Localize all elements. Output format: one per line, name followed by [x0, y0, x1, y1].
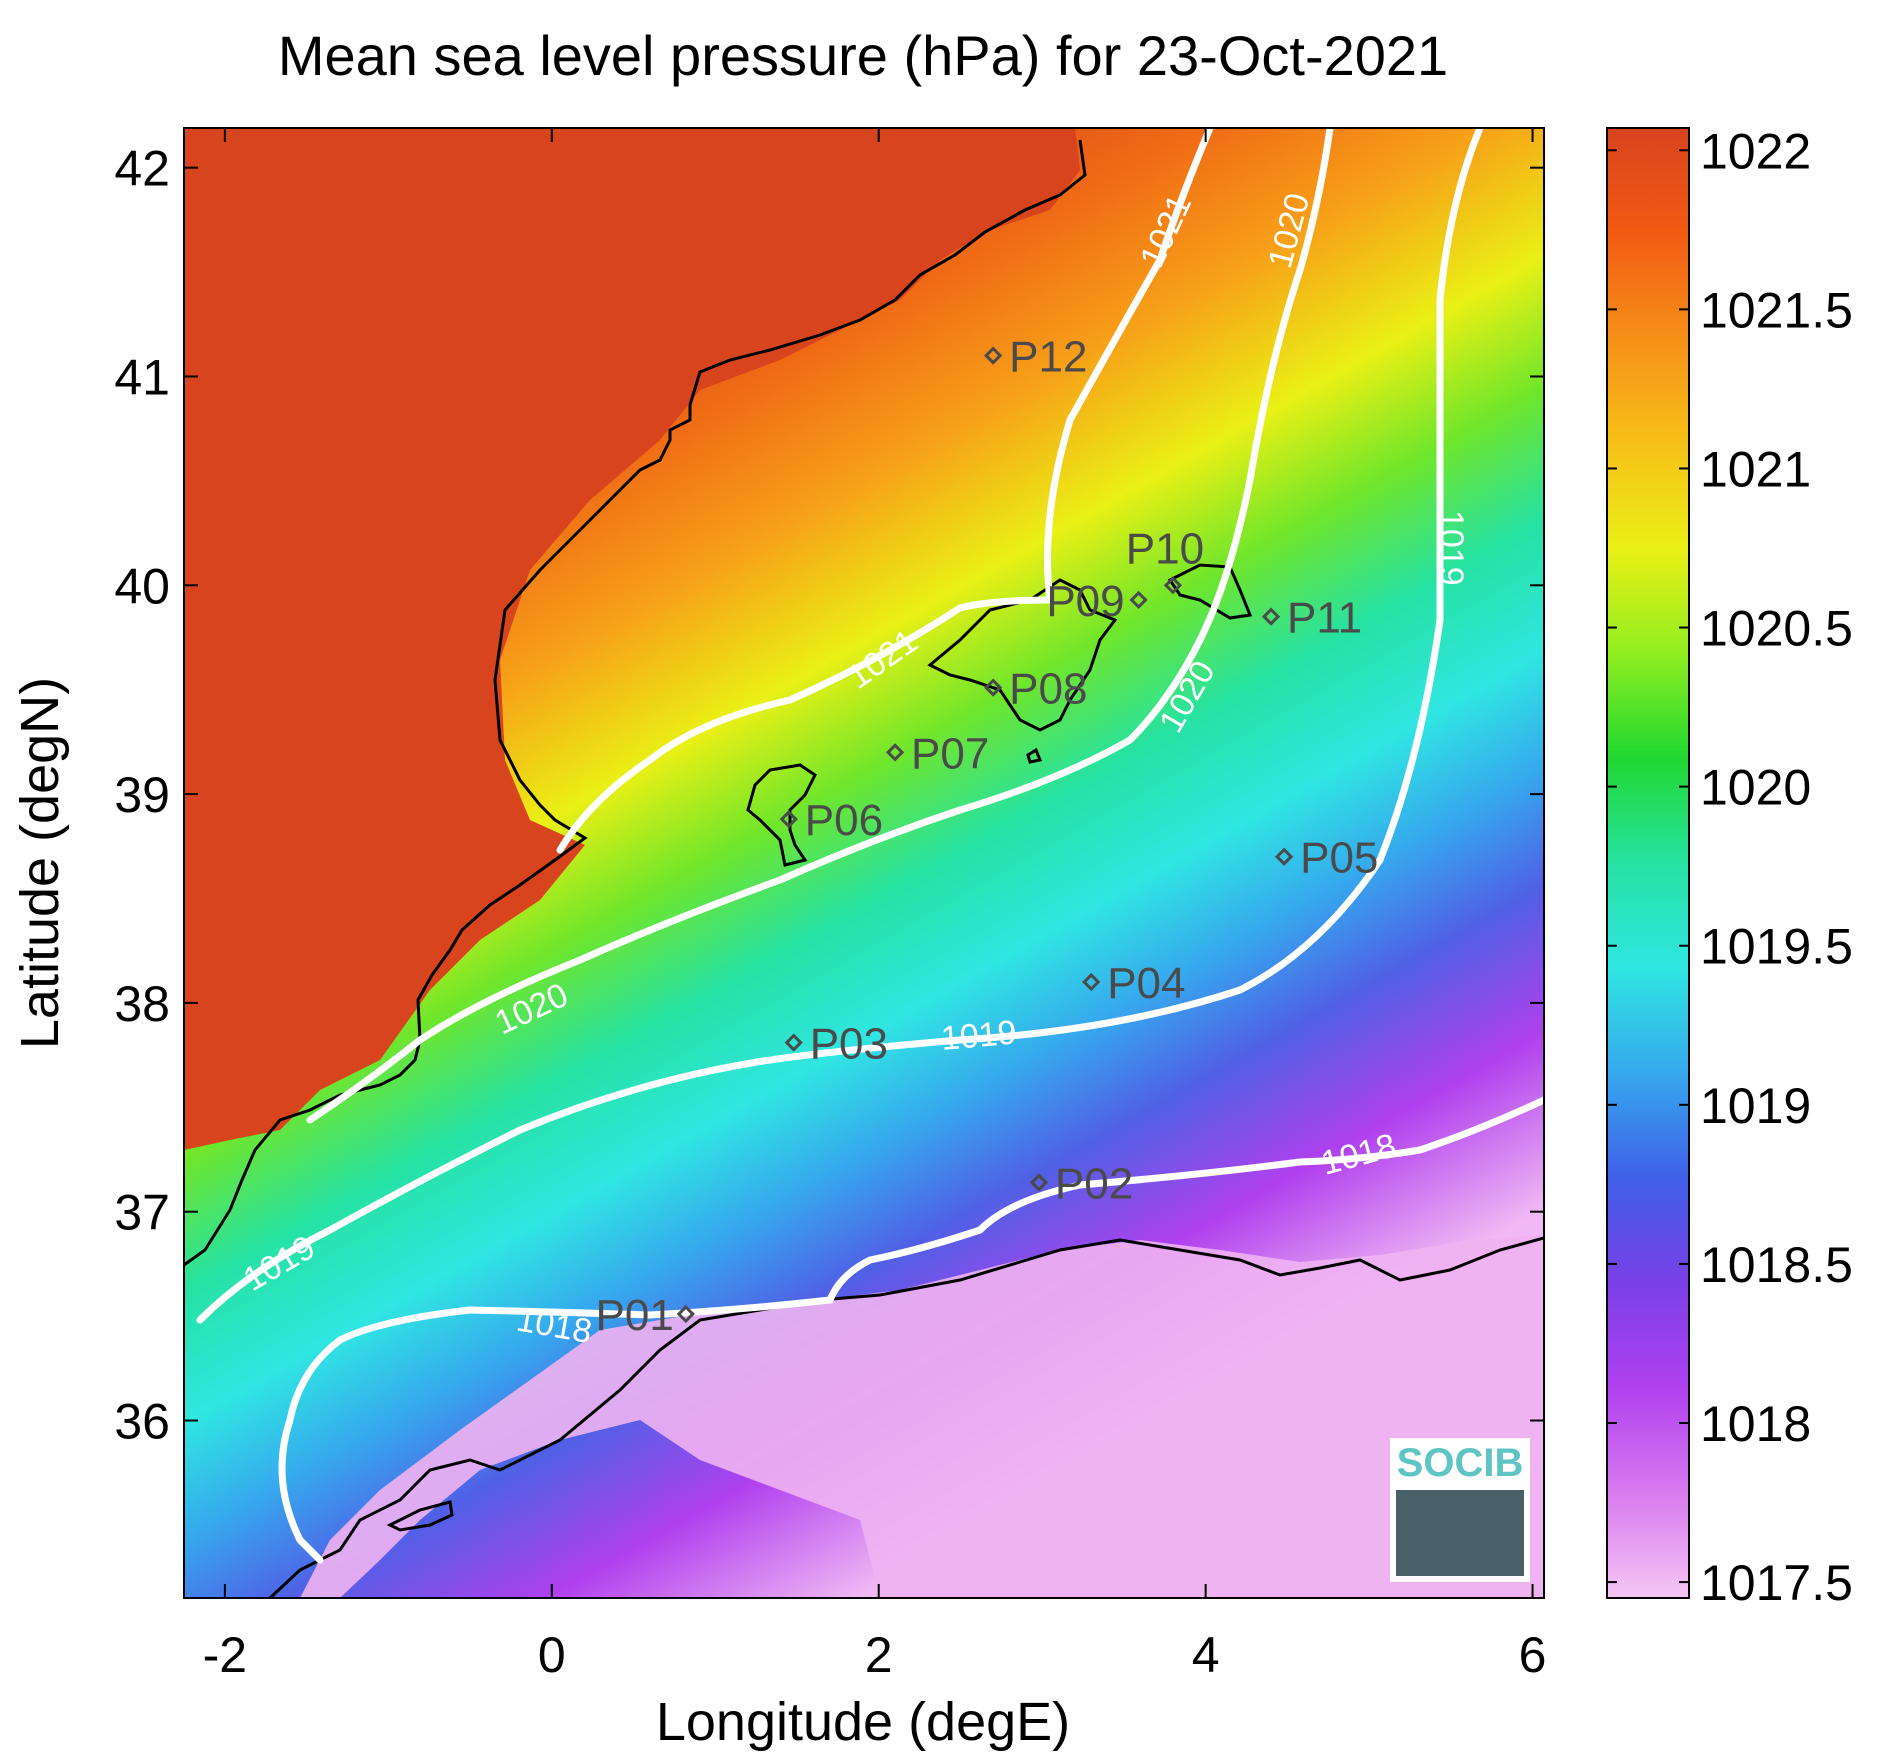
station-marker	[779, 810, 798, 829]
colorbar-tick-label: 1018.5	[1700, 1237, 1853, 1293]
iberia-coastline	[184, 139, 1087, 1267]
colorbar-tick-label: 1019.5	[1700, 919, 1853, 975]
isobars	[196, 128, 1544, 1564]
station-p05: P05	[1274, 834, 1378, 883]
station-label: P02	[1055, 1159, 1133, 1208]
colorbar-tick-label: 1018	[1700, 1396, 1811, 1452]
y-tick-label: 41	[114, 349, 170, 405]
map-plot-area: 1021 1020 1019 1021 1020 1020 1019 1019 …	[184, 128, 1544, 1598]
station-label: P12	[1009, 333, 1087, 382]
isobar-1020-north	[306, 128, 1334, 1124]
colorbar-tick-label: 1019	[1700, 1078, 1811, 1134]
socib-logo-text: SOCIB	[1397, 1441, 1524, 1485]
station-label: P05	[1300, 834, 1378, 883]
cabrera-coastline	[1026, 747, 1043, 764]
x-tick-label: 0	[538, 1627, 566, 1683]
station-p09: P09	[1046, 577, 1148, 626]
x-tick-label: -2	[203, 1627, 247, 1683]
station-label: P07	[911, 729, 989, 778]
station-label: P04	[1107, 959, 1185, 1008]
colorbar-tick-label: 1020.5	[1700, 601, 1853, 657]
colorbar-ticks: 1017.5 1018 1018.5 1019 1019.5 1020 1020.5 1021…	[1607, 123, 1853, 1611]
station-marker	[1029, 1173, 1049, 1192]
station-p02: P02	[1029, 1159, 1133, 1208]
x-tick-label: 4	[1192, 1627, 1220, 1683]
y-tick-label: 39	[114, 767, 170, 823]
x-axis-ticks: -2 0 2 4 6	[203, 128, 1547, 1683]
y-axis-label: Latitude (degN)	[10, 677, 70, 1049]
station-label: P11	[1287, 594, 1362, 643]
station-label: P09	[1046, 577, 1124, 626]
colorbar-tick-label: 1022	[1700, 123, 1811, 179]
coastlines	[184, 139, 1544, 1598]
station-marker	[984, 678, 1003, 697]
north-africa-coastline	[268, 1236, 1544, 1598]
ibiza-coastline	[746, 763, 817, 867]
y-tick-label: 36	[114, 1394, 170, 1450]
x-tick-label: 2	[865, 1627, 893, 1683]
north-africa-land-shading	[300, 1235, 1544, 1598]
alboran-coastline	[386, 1500, 454, 1532]
socib-logo: SOCIB	[1390, 1438, 1530, 1582]
station-p12: P12	[984, 333, 1087, 382]
contour-label-1019-b: 1019	[939, 1014, 1018, 1058]
station-marker	[1082, 972, 1101, 992]
colorbar-tick-label: 1017.5	[1700, 1555, 1853, 1611]
station-marker	[1129, 590, 1148, 610]
colorbar: 1017.5 1018 1018.5 1019 1019.5 1020 1020.5 1021…	[1606, 123, 1853, 1611]
isobar-1018	[278, 1096, 1544, 1564]
map-plot-frame	[183, 127, 1545, 1599]
iberia-land-shading	[184, 128, 1080, 1150]
station-label: P06	[805, 796, 883, 845]
station-label: P01	[596, 1291, 674, 1340]
y-tick-label: 38	[114, 976, 170, 1032]
station-p08: P08	[984, 665, 1087, 714]
contour-label-1019-a: 1019	[1432, 510, 1470, 586]
station-marker	[984, 346, 1003, 365]
isobar-1021-north	[556, 128, 1214, 854]
station-p10: P10	[1126, 524, 1204, 595]
station-marker	[1163, 576, 1183, 595]
y-tick-label: 37	[114, 1185, 170, 1241]
station-marker	[784, 1033, 803, 1052]
station-marker	[676, 1304, 695, 1324]
colorbar-tick-label: 1021	[1700, 441, 1811, 497]
station-marker	[1261, 607, 1281, 626]
station-label: P10	[1126, 524, 1204, 573]
station-p03: P03	[784, 1020, 888, 1069]
colorbar-tick-label: 1020	[1700, 760, 1811, 816]
isobar-1019	[196, 128, 1484, 1324]
socib-logo-image	[1396, 1490, 1524, 1576]
station-marker	[885, 743, 905, 762]
station-label: P03	[810, 1020, 888, 1069]
station-p01: P01	[596, 1291, 695, 1340]
station-p11: P11	[1261, 594, 1362, 643]
x-axis-label: Longitude (degE)	[656, 1692, 1070, 1752]
menorca-coastline	[1167, 563, 1253, 620]
y-tick-label: 40	[114, 558, 170, 614]
station-label: P08	[1009, 665, 1087, 714]
station-p06: P06	[779, 796, 883, 845]
station-marker	[1274, 847, 1294, 866]
x-tick-label: 6	[1519, 1627, 1547, 1683]
y-axis-ticks: 36 37 38 39 40 41 42	[114, 141, 1544, 1450]
y-tick-label: 42	[114, 141, 170, 197]
station-p04: P04	[1082, 959, 1186, 1008]
colorbar-tick-label: 1021.5	[1700, 282, 1853, 338]
colorbar-strip	[1606, 127, 1690, 1599]
station-p07: P07	[885, 729, 989, 778]
chart-title: Mean sea level pressure (hPa) for 23-Oct…	[278, 24, 1448, 87]
